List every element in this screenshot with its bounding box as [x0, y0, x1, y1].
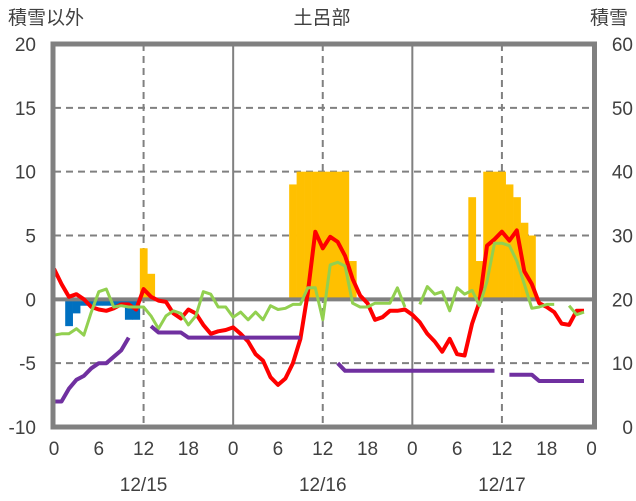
bar-yellow: [341, 171, 350, 300]
left-tick-label: 20: [15, 35, 36, 56]
bar-yellow: [333, 171, 342, 300]
series-line-green: [53, 260, 407, 337]
bar-blue: [87, 299, 96, 306]
right-axis-label: 積雪: [590, 7, 628, 29]
x-tick-label: 12: [312, 439, 333, 460]
bar-yellow: [498, 171, 506, 300]
bar-blue: [72, 299, 81, 314]
bar-blue: [109, 299, 118, 306]
right-tick-label: 40: [612, 163, 633, 184]
right-tick-label: 10: [612, 354, 633, 375]
x-tick-label: 0: [407, 439, 418, 460]
bar-yellow: [475, 261, 484, 300]
bar-blue: [65, 299, 73, 327]
left-tick-label: 0: [25, 290, 36, 311]
right-tick-label: 0: [622, 418, 633, 439]
x-tick-label: 18: [536, 439, 557, 460]
left-tick-label: 15: [15, 99, 36, 120]
series-line-green: [567, 304, 585, 317]
series-line-purple: [336, 361, 495, 373]
x-tick-label: 0: [49, 439, 60, 460]
bar-yellow: [528, 235, 536, 300]
date-label: 12/16: [299, 475, 347, 496]
x-tick-label: 12: [133, 439, 154, 460]
bar-yellow: [139, 248, 148, 300]
bar-yellow: [289, 184, 297, 300]
x-tick-label: 18: [178, 439, 199, 460]
series-line-purple: [54, 336, 131, 404]
bar-yellow: [296, 171, 305, 300]
left-tick-label: -10: [9, 418, 36, 439]
bar-blue: [124, 299, 133, 320]
series-line-purple: [509, 372, 584, 383]
left-tick-label: -5: [19, 354, 36, 375]
x-tick-label: 6: [273, 439, 284, 460]
x-tick-label: 0: [228, 439, 239, 460]
right-tick-label: 20: [612, 290, 633, 311]
plot-frame: [50, 41, 597, 430]
bar-yellow: [304, 171, 312, 300]
bar-yellow: [483, 171, 492, 300]
right-tick-label: 60: [612, 35, 633, 56]
series-line-green: [418, 241, 555, 313]
bar-yellow: [490, 171, 499, 300]
series-line-purple: [149, 324, 301, 340]
lines: [52, 228, 585, 404]
series-line-red: [52, 228, 584, 387]
x-tick-label: 6: [94, 439, 105, 460]
date-label: 12/15: [120, 475, 168, 496]
chart-title: 土呂部: [293, 7, 350, 29]
x-tick-label: 6: [452, 439, 463, 460]
x-tick-label: 0: [586, 439, 597, 460]
right-tick-label: 50: [612, 99, 633, 120]
x-tick-label: 18: [357, 439, 378, 460]
date-label: 12/17: [478, 475, 526, 496]
right-tick-label: 30: [612, 227, 633, 248]
bar-blue: [80, 299, 88, 306]
bar-blue: [102, 299, 111, 306]
bar-yellow: [319, 171, 327, 300]
left-tick-label: 10: [15, 163, 36, 184]
left-tick-label: 5: [25, 227, 36, 248]
bar-yellow: [468, 197, 477, 300]
bar-blue: [95, 299, 103, 306]
bar-yellow: [513, 197, 521, 300]
x-tick-label: 12: [491, 439, 512, 460]
bar-yellow: [147, 273, 156, 300]
plot-border: [50, 41, 597, 430]
left-axis-label: 積雪以外: [8, 7, 84, 29]
